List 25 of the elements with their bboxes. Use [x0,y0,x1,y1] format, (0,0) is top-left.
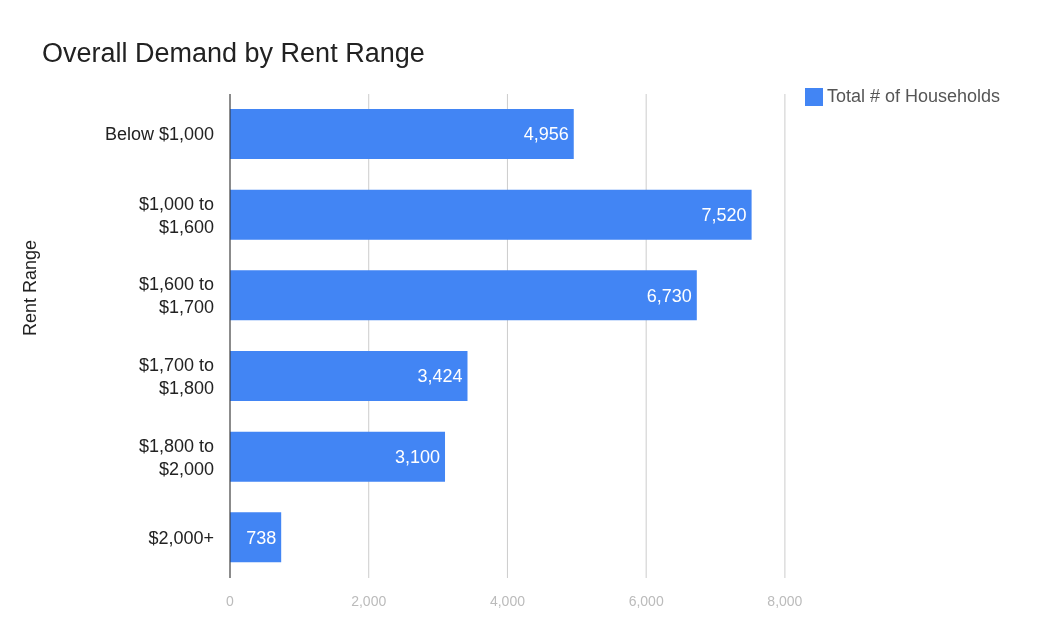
x-tick-label: 8,000 [767,592,803,609]
data-label: 3,100 [394,447,441,468]
x-tick-label: 4,000 [489,592,526,609]
data-label: 6,730 [646,285,692,306]
chart-title: Overall Demand by Rent Range [42,38,425,69]
data-label: 7,520 [701,205,747,226]
data-label: 3,424 [417,366,463,387]
x-tick-label: 0 [226,592,235,609]
y-tick-label: $1,700 to $1,800 [138,354,214,398]
data-label: 738 [246,527,277,548]
bar [230,351,468,401]
bar [230,431,446,482]
x-tick-label: 2,000 [351,592,387,609]
bar [230,270,697,321]
legend-label: Total # of Households [826,86,1000,106]
y-tick-label: $2,000+ [148,527,214,548]
y-tick-label: $1,000 to $1,600 [138,193,214,237]
y-tick-label: $1,600 to $1,700 [138,274,214,318]
y-axis-title: Rent Range [20,239,41,336]
data-label: 4,956 [523,124,569,145]
bar [230,189,752,240]
x-tick-label: 6,000 [628,592,664,609]
bar [230,109,574,159]
y-tick-label: $1,800 to $2,000 [138,435,214,479]
y-tick-label: Below $1,000 [104,124,214,145]
